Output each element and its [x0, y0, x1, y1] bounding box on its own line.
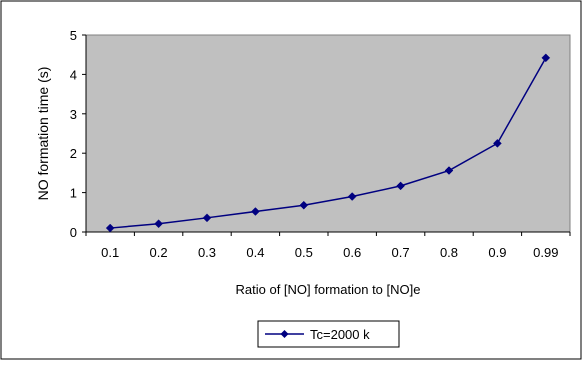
x-tick-label: 0.4 [246, 245, 264, 260]
plot-area [85, 34, 571, 233]
data-point [154, 219, 163, 229]
x-tick-label: 0.5 [295, 245, 313, 260]
x-axis: 0.1 0.2 0.3 0.4 0.5 0.6 0.7 0.8 0.9 0.99 [85, 231, 571, 260]
y-axis: 0 1 2 3 4 5 [70, 28, 87, 240]
data-point [299, 200, 309, 210]
x-tick-label: 0.7 [392, 245, 410, 260]
series-layer [105, 53, 551, 233]
x-tick-label: 0.3 [198, 245, 216, 260]
x-tick-label: 0.9 [488, 245, 506, 260]
x-axis-label: Ratio of [NO] formation to [NO]e [236, 282, 421, 297]
data-point [347, 192, 357, 201]
y-tick-label: 5 [70, 28, 77, 43]
legend: Tc=2000 k [257, 320, 400, 348]
legend-label: Tc=2000 k [310, 327, 370, 342]
series-line [110, 57, 547, 229]
data-point [444, 166, 454, 175]
x-tick-label: 0.1 [101, 245, 119, 260]
data-point [202, 213, 212, 223]
data-point [105, 223, 115, 233]
data-point [541, 53, 551, 63]
x-tick-label: 0.99 [533, 245, 558, 260]
data-point [396, 181, 405, 191]
data-point [251, 207, 260, 216]
y-axis-label: NO formation time (s) [35, 67, 51, 201]
x-tick-label: 0.2 [150, 245, 168, 260]
x-tick-label: 0.6 [343, 245, 361, 260]
y-tick-label: 4 [70, 67, 77, 82]
data-point [493, 138, 502, 148]
y-tick-label: 1 [70, 186, 77, 201]
y-tick-label: 2 [70, 146, 77, 161]
y-tick-label: 0 [70, 225, 77, 240]
legend-marker [280, 330, 289, 338]
y-tick-label: 3 [70, 107, 77, 122]
x-tick-label: 0.8 [440, 245, 458, 260]
